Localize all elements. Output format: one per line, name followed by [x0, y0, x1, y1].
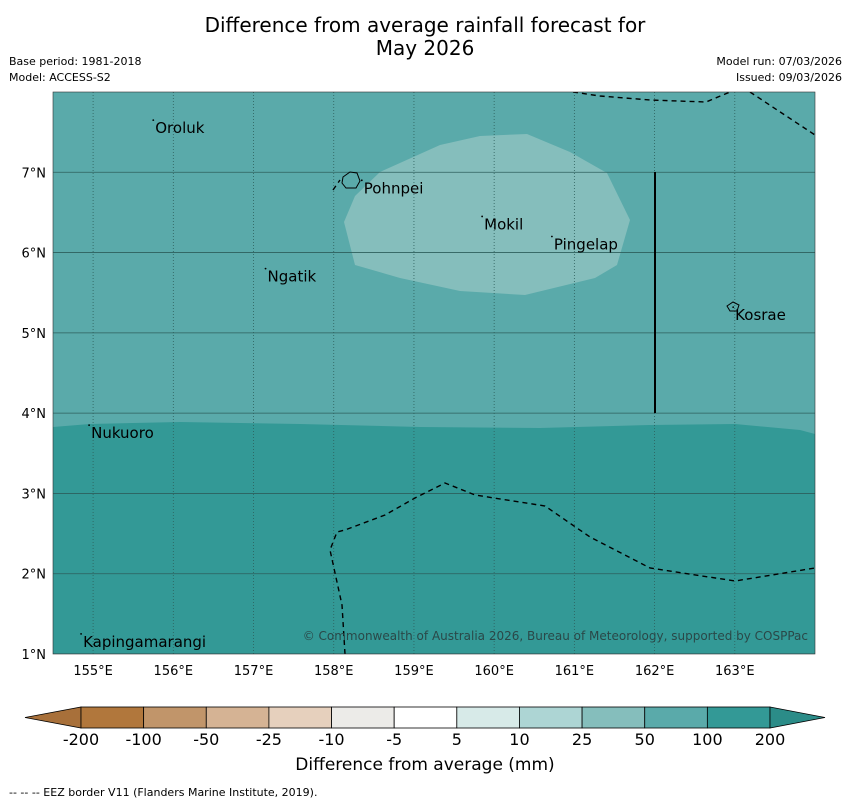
- meta-left: Base period: 1981-2018 Model: ACCESS-S2: [9, 54, 141, 86]
- place-marker: [732, 306, 735, 309]
- place-marker: [481, 215, 484, 218]
- place-marker: [360, 179, 363, 182]
- place-marker: [80, 633, 82, 635]
- place-marker: [264, 267, 267, 270]
- model-text: Model: ACCESS-S2: [9, 71, 111, 84]
- lat-tick-label: 5°N: [22, 327, 47, 342]
- lon-tick-label: 159°E: [394, 664, 434, 679]
- colorbar-tick-label: -10: [318, 730, 344, 749]
- colorbar-tick-label: -5: [386, 730, 402, 749]
- model-run-text: Model run: 07/03/2026: [716, 55, 842, 68]
- colorbar-swatch: [644, 706, 708, 729]
- chart-title-line2: May 2026: [375, 36, 475, 60]
- copyright-text: © Commonwealth of Australia 2026, Bureau…: [303, 629, 808, 643]
- footnote-text: -- -- -- EEZ border V11 (Flanders Marine…: [9, 786, 318, 799]
- place-label: Mokil: [484, 215, 523, 233]
- lon-tick-label: 157°E: [234, 664, 274, 679]
- lat-tick-label: 4°N: [22, 407, 47, 422]
- region-25-50: [344, 134, 630, 295]
- colorbar-tick-label: 25: [572, 730, 592, 749]
- colorbar-swatch: [143, 706, 207, 729]
- colorbar-tick-label: -100: [125, 730, 161, 749]
- place-label: Pingelap: [554, 236, 618, 254]
- colorbar-tick-label: -25: [256, 730, 282, 749]
- eez-line-north: [572, 92, 731, 103]
- chart-title: Difference from average rainfall forecas…: [0, 14, 850, 60]
- lon-tick-label: 156°E: [154, 664, 194, 679]
- lon-tick-label: 160°E: [474, 664, 514, 679]
- colorbar-swatch: [519, 706, 583, 729]
- kosrae-island: [726, 301, 740, 312]
- colorbar-swatch: [581, 706, 646, 729]
- colorbar-swatch: [706, 706, 771, 729]
- eez-border: [329, 92, 815, 654]
- lon-tick-label: 163°E: [715, 664, 755, 679]
- place-label: Kapingamarangi: [83, 633, 206, 651]
- colorbar-tick-label: -200: [63, 730, 99, 749]
- colorbar-swatch: [456, 706, 520, 729]
- lat-tick-label: 2°N: [22, 568, 47, 583]
- map-frame: [52, 91, 816, 655]
- meta-right: Model run: 07/03/2026 Issued: 09/03/2026: [716, 54, 842, 86]
- lat-tick-label: 1°N: [22, 648, 47, 663]
- colorbar-swatch: [331, 706, 395, 729]
- gridlines: [53, 92, 815, 654]
- rainfall-map: Oroluk Pohnpei Mokil Ngatik Pingelap Kosrae Nu…: [22, 91, 816, 679]
- lon-tick-label: 155°E: [73, 664, 113, 679]
- issued-text: Issued: 09/03/2026: [735, 71, 842, 84]
- lon-tick-label: 158°E: [314, 664, 354, 679]
- place-label: Ngatik: [268, 268, 317, 286]
- pohnpei-island: [341, 171, 361, 189]
- eez-line-south: [329, 482, 815, 654]
- colorbar-swatches: -200 -100 -50 -25 -10 -5 5 10 25 50 100 200: [24, 706, 826, 749]
- colorbar-extend-low: [24, 706, 82, 729]
- colorbar-tick-label: 100: [692, 730, 723, 749]
- lat-axis: 1°N 2°N 3°N 4°N 5°N 6°N 7°N: [22, 166, 47, 663]
- place-labels: Oroluk Pohnpei Mokil Ngatik Pingelap Kosrae Nu…: [80, 119, 786, 651]
- colorbar-tick-label: 200: [755, 730, 786, 749]
- base-period-text: Base period: 1981-2018: [9, 55, 142, 68]
- lon-tick-label: 161°E: [555, 664, 595, 679]
- eez-line-pohnpei: [332, 179, 341, 191]
- region-100-200: [53, 422, 815, 654]
- lon-axis: 155°E 156°E 157°E 158°E 159°E 160°E 161°E 162°E…: [73, 664, 754, 679]
- colorbar-tick-label: 10: [509, 730, 529, 749]
- colorbar: -200 -100 -50 -25 -10 -5 5 10 25 50 100 200: [24, 706, 826, 749]
- colorbar-title: Difference from average (mm): [295, 755, 555, 775]
- colorbar-swatch: [205, 706, 270, 729]
- colorbar-tick-label: 5: [452, 730, 462, 749]
- colorbar-swatch: [393, 706, 458, 729]
- eez-line-northeast: [749, 92, 815, 136]
- colorbar-swatch: [80, 706, 145, 729]
- lat-tick-label: 6°N: [22, 247, 47, 262]
- place-marker: [152, 119, 155, 121]
- colorbar-tick-label: 50: [635, 730, 655, 749]
- lon-tick-label: 162°E: [635, 664, 675, 679]
- lat-tick-label: 3°N: [22, 487, 47, 502]
- lat-tick-label: 7°N: [22, 166, 47, 181]
- place-label: Oroluk: [155, 119, 204, 137]
- place-label: Nukuoro: [91, 424, 154, 442]
- place-label: Pohnpei: [364, 179, 424, 197]
- colorbar-extend-high: [769, 706, 826, 729]
- place-marker: [551, 235, 553, 238]
- colorbar-swatch: [268, 706, 332, 729]
- place-marker: [88, 424, 90, 427]
- place-label: Kosrae: [735, 306, 786, 324]
- chart-title-line1: Difference from average rainfall forecas…: [204, 13, 646, 37]
- colorbar-tick-label: -50: [193, 730, 219, 749]
